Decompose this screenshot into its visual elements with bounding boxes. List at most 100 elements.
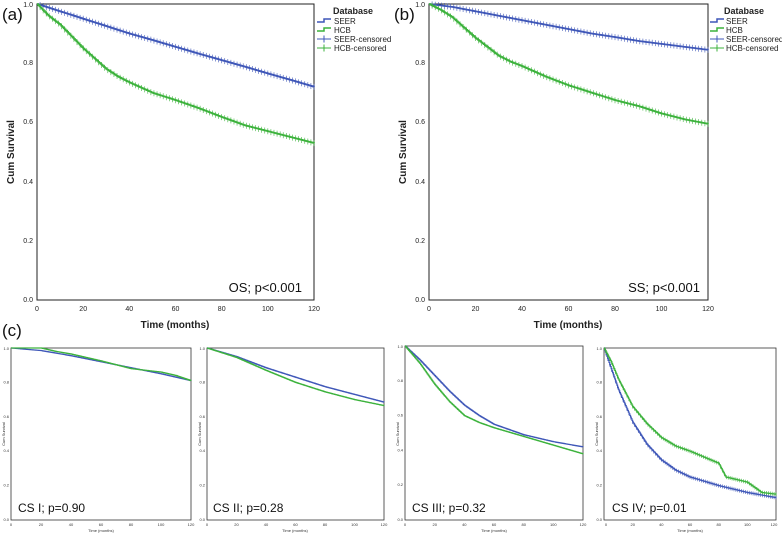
chart-c2-xtick: 100 [351,522,358,527]
chart-a-ytick: 0.4 [23,179,33,186]
chart-c3-xtick: 60 [492,522,497,527]
chart-a-xtick: 80 [218,306,226,313]
chart-c2-frame [206,347,385,521]
chart-b-yticks: 0.0 0.2 0.4 0.6 0.8 1.0 [415,2,425,304]
chart-c1-yticks: 0.0 0.2 0.4 0.6 0.8 1.0 [3,346,9,522]
chart-c4-xtick: 0 [605,522,608,527]
chart-b-xlabel: Time (months) [534,320,603,331]
chart-c4-censor-marks-seer [605,351,777,500]
chart-a-xlabel: Time (months) [141,320,210,331]
chart-a-xtick: 40 [125,306,133,313]
chart-c2-series-seer [207,347,385,403]
chart-a-legend-item-seer: SEER [334,17,356,26]
chart-c4-annotation: CS IV; p=0.01 [612,501,687,515]
chart-c3-series-seer [405,345,584,448]
chart-b-legend-swatch-hcb [710,27,724,32]
chart-c2-xtick: 20 [234,522,239,527]
chart-c3-xtick: 20 [432,522,437,527]
chart-c4-xtick: 120 [771,522,778,527]
chart-c2-xtick: 60 [293,522,298,527]
chart-c1-ytick: 0.4 [3,448,9,453]
chart-c1-ylabel: Cum Survival [1,422,6,446]
chart-a-yticks: 0.0 0.2 0.4 0.6 0.8 1.0 [23,2,33,304]
chart-a-xtick: 60 [172,306,180,313]
chart-a-censor-marks-hcb [39,4,315,147]
chart-b-legend-item-seer-censored: SEER-censored [726,35,782,44]
chart-c1-ytick: 0.2 [3,483,9,488]
chart-b-ylabel: Cum Survival [398,120,409,184]
chart-a-xtick: 100 [262,306,274,313]
chart-a: Cum Survival Time (months) 0 20 40 60 80… [6,1,391,331]
chart-b-ytick: 0.6 [415,119,425,126]
chart-c1: Cum Survival Time (months) 0 20 40 60 80… [1,346,195,533]
chart-c4-yticks: 0.0 0.2 0.4 0.6 0.8 1.0 [596,346,602,522]
chart-b-legend-swatch-hcb-censored [710,44,724,52]
chart-c1-xtick: 120 [188,522,195,527]
chart-c3-ytick: 0.0 [397,517,403,522]
chart-b-legend-item-hcb-censored: HCB-censored [726,44,778,53]
chart-c2-xtick: 120 [381,522,388,527]
chart-b: Cum Survival Time (months) 0 20 40 60 80… [398,1,782,331]
chart-c1-series-hcb [11,347,192,382]
chart-c2-xtick: 80 [323,522,328,527]
chart-c4-ytick: 0.0 [596,517,602,522]
chart-c4-ytick: 0.2 [596,483,602,488]
chart-b-xticks: 0 20 40 60 80 100 120 [427,306,714,313]
chart-c1-ytick: 1.0 [3,346,9,351]
chart-c1-ytick: 0.0 [3,517,9,522]
chart-c2-xtick: 40 [264,522,269,527]
chart-a-ytick: 0.8 [23,60,33,67]
chart-b-xtick: 40 [518,306,526,313]
chart-c1-ytick: 0.8 [3,379,9,384]
chart-c4-xtick: 40 [659,522,664,527]
chart-a-xticks: 0 20 40 60 80 100 120 [35,306,320,313]
chart-a-ytick: 1.0 [23,2,33,9]
chart-c4-xticks: 0 20 40 60 80 100 120 [605,522,778,527]
chart-c3-annotation: CS III; p=0.32 [412,501,486,515]
chart-c2-xlabel: Time (months) [282,528,308,533]
chart-c4-xtick: 20 [630,522,635,527]
chart-c4-xtick: 100 [744,522,751,527]
chart-c1-annotation: CS I; p=0.90 [18,501,85,515]
chart-b-annotation: SS; p<0.001 [628,280,700,295]
chart-c4-ytick: 1.0 [596,346,602,351]
chart-b-frame [428,3,709,301]
chart-c3-ytick: 0.4 [397,447,403,452]
chart-a-ytick: 0.2 [23,238,33,245]
chart-c3-ytick: 1.0 [397,344,403,349]
chart-c3-xticks: 0 20 40 60 80 100 120 [404,522,587,527]
chart-c3-xtick: 0 [404,522,407,527]
chart-b-xtick: 120 [702,306,714,313]
chart-c4-xlabel: Time (months) [677,528,703,533]
chart-b-xtick: 100 [656,306,668,313]
chart-b-xtick: 0 [427,306,431,313]
chart-c2-yticks: 0.0 0.2 0.4 0.6 0.8 1.0 [199,346,205,522]
chart-c4-frame [603,347,777,521]
chart-a-xtick: 20 [79,306,87,313]
chart-a-legend: Database SEER HCB SEER-censored HCB-cens… [317,6,391,53]
chart-c1-xlabel: Time (months) [88,528,114,533]
chart-c1-xtick: 0 [10,522,13,527]
panel-label-c: (c) [2,321,22,340]
chart-a-ytick: 0.0 [23,297,33,304]
chart-a-frame [36,3,315,301]
chart-c1-series-seer [11,347,192,382]
chart-b-legend-swatch-seer [710,18,724,23]
chart-c2-ytick: 0.2 [199,483,205,488]
chart-b-ytick: 0.8 [415,60,425,67]
chart-c3-ytick: 0.8 [397,378,403,383]
panel-label-a: (a) [2,5,23,24]
chart-c3-xtick: 100 [550,522,557,527]
chart-c4-ylabel: Cum Survival [594,422,599,446]
chart-c3-ylabel: Cum Survival [395,422,400,446]
chart-a-xtick: 120 [308,306,320,313]
chart-c2-ytick: 0.6 [199,414,205,419]
chart-c1-xtick: 80 [129,522,134,527]
chart-a-censor-marks-seer [39,1,315,90]
chart-c1-xtick: 20 [39,522,44,527]
chart-b-ytick: 1.0 [415,2,425,9]
chart-b-ytick: 0.2 [415,238,425,245]
chart-a-xtick: 0 [35,306,39,313]
chart-c3-series-hcb [405,345,584,455]
